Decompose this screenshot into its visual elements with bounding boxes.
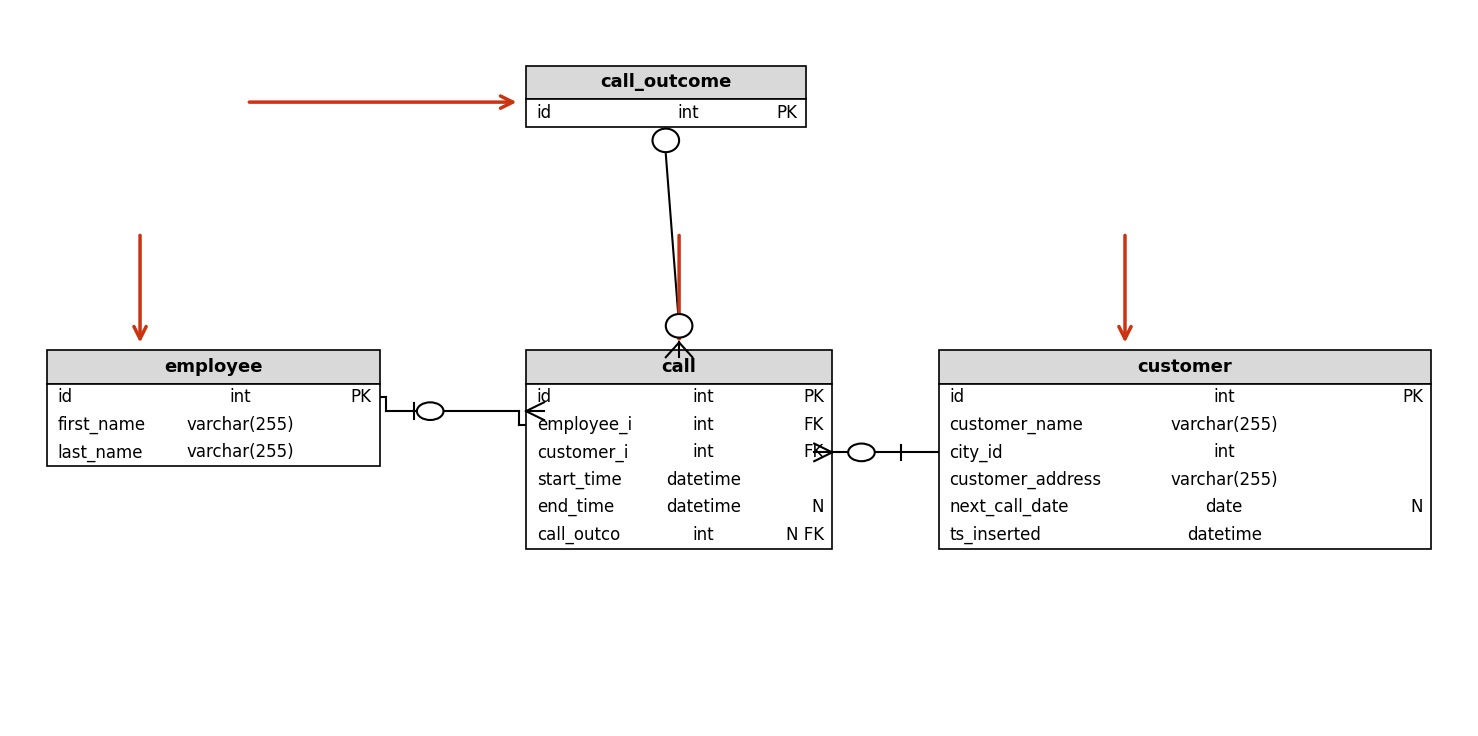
Text: customer_i: customer_i	[537, 443, 628, 461]
Text: varchar(255): varchar(255)	[1171, 416, 1278, 434]
Text: start_time: start_time	[537, 471, 621, 489]
Text: employee_i: employee_i	[537, 416, 631, 434]
Text: int: int	[229, 389, 251, 406]
Text: employee: employee	[164, 358, 263, 376]
Text: call_outcome: call_outcome	[600, 74, 732, 91]
Text: first_name: first_name	[58, 416, 146, 434]
Ellipse shape	[652, 129, 678, 152]
Text: call: call	[662, 358, 696, 376]
Text: id: id	[58, 389, 72, 406]
Text: N: N	[1410, 498, 1423, 517]
Text: int: int	[693, 443, 714, 461]
Text: ts_inserted: ts_inserted	[949, 526, 1041, 544]
Text: varchar(255): varchar(255)	[186, 416, 294, 434]
Text: N: N	[811, 498, 825, 517]
Bar	[526, 99, 806, 127]
Text: datetime: datetime	[667, 471, 740, 489]
Text: call_outco: call_outco	[537, 526, 619, 544]
Bar	[526, 350, 832, 383]
Bar	[526, 66, 806, 99]
Bar	[526, 383, 832, 548]
Text: id: id	[949, 389, 965, 406]
Bar	[47, 350, 380, 383]
Text: varchar(255): varchar(255)	[186, 443, 294, 461]
Text: id: id	[537, 389, 551, 406]
Text: FK: FK	[804, 416, 825, 434]
Text: datetime: datetime	[667, 498, 740, 517]
Text: int: int	[677, 104, 699, 122]
Ellipse shape	[665, 314, 692, 338]
Text: PK: PK	[776, 104, 798, 122]
Ellipse shape	[848, 444, 875, 461]
Text: customer_address: customer_address	[949, 471, 1101, 489]
Text: PK: PK	[350, 389, 371, 406]
Ellipse shape	[417, 403, 443, 420]
Text: N FK: N FK	[786, 526, 825, 544]
Bar	[939, 383, 1431, 548]
Text: PK: PK	[803, 389, 825, 406]
Text: city_id: city_id	[949, 443, 1004, 461]
Text: id: id	[537, 104, 551, 122]
Text: int: int	[1213, 443, 1236, 461]
Text: int: int	[693, 526, 714, 544]
Text: date: date	[1206, 498, 1243, 517]
Text: PK: PK	[1403, 389, 1423, 406]
Text: customer_name: customer_name	[949, 416, 1083, 434]
Text: int: int	[1213, 389, 1236, 406]
Text: int: int	[693, 389, 714, 406]
Bar	[47, 383, 380, 466]
Text: int: int	[693, 416, 714, 434]
Text: FK: FK	[804, 443, 825, 461]
Text: last_name: last_name	[58, 443, 143, 461]
Text: customer: customer	[1138, 358, 1233, 376]
Text: next_call_date: next_call_date	[949, 498, 1069, 517]
Bar	[939, 350, 1431, 383]
Text: datetime: datetime	[1187, 526, 1262, 544]
Text: end_time: end_time	[537, 498, 613, 517]
Text: varchar(255): varchar(255)	[1171, 471, 1278, 489]
